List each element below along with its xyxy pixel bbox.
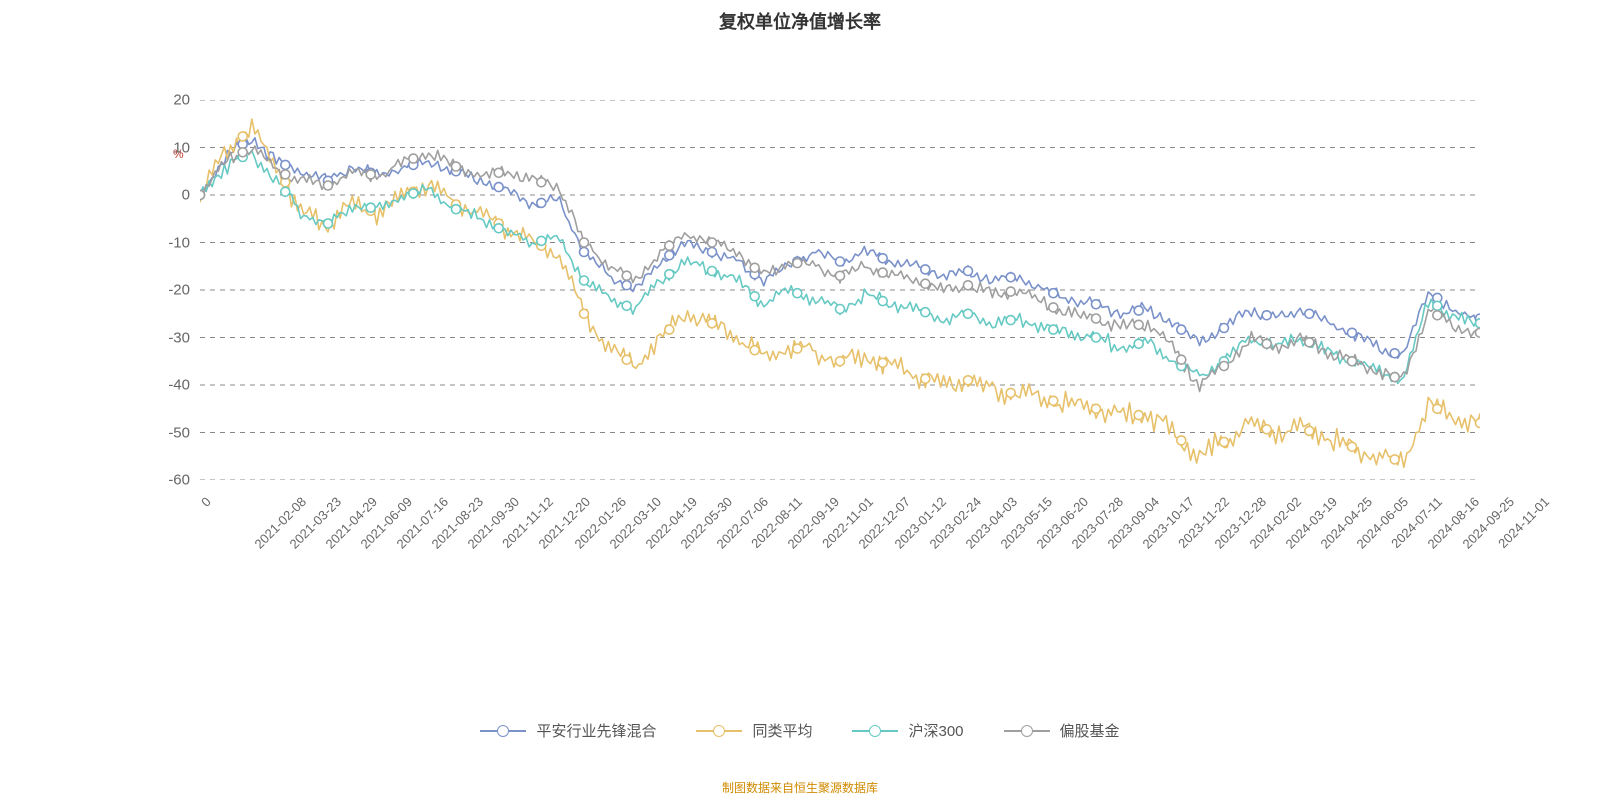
chart-title: 复权单位净值增长率 bbox=[0, 8, 1600, 34]
y-tick-label: -20 bbox=[130, 282, 190, 299]
y-tick-label: -30 bbox=[130, 329, 190, 346]
y-tick-labels: 20100-10-20-30-40-50-60 bbox=[130, 100, 190, 480]
y-tick-label: 10 bbox=[130, 139, 190, 156]
legend-label: 同类平均 bbox=[752, 720, 812, 741]
legend-item: 平安行业先锋混合 bbox=[480, 720, 656, 741]
legend-label: 偏股基金 bbox=[1060, 720, 1120, 741]
y-tick-label: 20 bbox=[130, 92, 190, 109]
x-tick-labels: 02021-02-082021-03-232021-04-292021-06-0… bbox=[200, 488, 1480, 638]
y-tick-label: -50 bbox=[130, 424, 190, 441]
y-tick-label: -40 bbox=[130, 377, 190, 394]
line-chart bbox=[200, 100, 1480, 480]
y-tick-label: -60 bbox=[130, 472, 190, 489]
legend-label: 平安行业先锋混合 bbox=[536, 720, 656, 741]
legend-swatch bbox=[852, 724, 898, 738]
y-tick-label: 0 bbox=[130, 187, 190, 204]
legend: 平安行业先锋混合 同类平均 沪深300 偏股基金 bbox=[0, 720, 1600, 741]
legend-swatch bbox=[696, 724, 742, 738]
legend-item: 偏股基金 bbox=[1004, 720, 1120, 741]
legend-swatch bbox=[480, 724, 526, 738]
chart-container: 复权单位净值增长率 % 20100-10-20-30-40-50-60 0202… bbox=[0, 0, 1600, 800]
y-tick-label: -10 bbox=[130, 234, 190, 251]
x-tick-label: 0 bbox=[198, 494, 214, 510]
legend-label: 沪深300 bbox=[908, 720, 963, 741]
legend-item: 沪深300 bbox=[852, 720, 963, 741]
legend-item: 同类平均 bbox=[696, 720, 812, 741]
footer-credit: 制图数据来自恒生聚源数据库 bbox=[0, 779, 1600, 796]
legend-swatch bbox=[1004, 724, 1050, 738]
